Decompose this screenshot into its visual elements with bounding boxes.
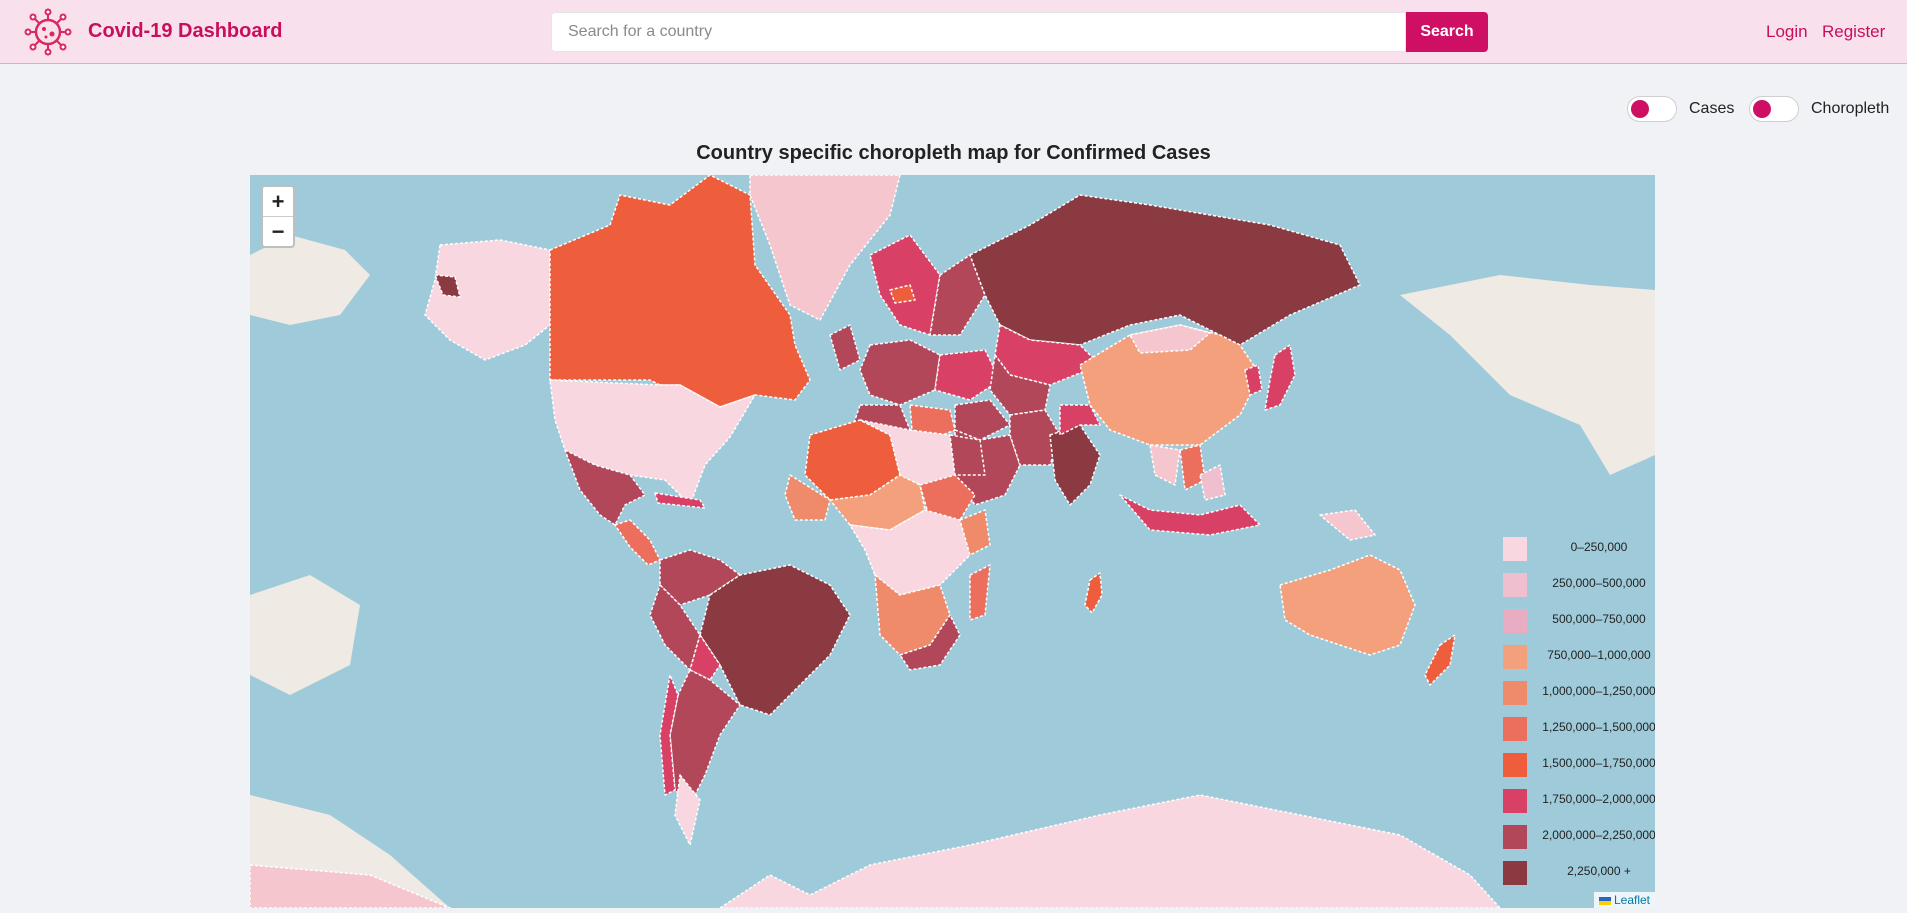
legend-swatch (1503, 753, 1527, 777)
legend-label: 500,000–750,000 (1552, 612, 1646, 626)
brand-title[interactable]: Covid-19 Dashboard (88, 20, 283, 42)
legend-row: 1,250,000–1,500,000 (1501, 709, 1655, 745)
legend-row: 1,750,000–2,000,000 (1501, 781, 1655, 817)
legend-swatch (1503, 825, 1527, 849)
cases-toggle-label: Cases (1689, 100, 1735, 117)
search-button[interactable]: Search (1406, 12, 1488, 52)
map-legend: 0–250,000 250,000–500,000 500,000–750,000 7… (1501, 529, 1655, 889)
toggle-knob (1753, 100, 1771, 118)
legend-swatch (1503, 717, 1527, 741)
map-canvas[interactable] (250, 175, 1655, 908)
navbar: Covid-19 Dashboard Search Login Register (0, 0, 1907, 64)
legend-label: 2,250,000 + (1567, 864, 1631, 878)
legend-swatch (1503, 537, 1527, 561)
attribution-link[interactable]: Leaflet (1613, 893, 1650, 907)
choropleth-map[interactable]: + − 0–250,000 250,000–500,000 500,000–750,… (250, 175, 1655, 908)
zoom-out-button[interactable]: − (271, 219, 285, 244)
toggle-knob (1631, 100, 1649, 118)
map-attribution[interactable]: Leaflet (1593, 892, 1655, 908)
login-link[interactable]: Login (1766, 22, 1808, 41)
search-bar: Search (551, 12, 1488, 52)
legend-label: 2,000,000–2,250,000 (1542, 828, 1655, 842)
legend-label: 1,500,000–1,750,000 (1542, 756, 1655, 770)
legend-swatch (1503, 573, 1527, 597)
zoom-control: + − (261, 185, 295, 248)
legend-swatch (1503, 681, 1527, 705)
zoom-in-button[interactable]: + (263, 187, 293, 217)
legend-label: 1,750,000–2,000,000 (1542, 792, 1655, 806)
legend-swatch (1503, 789, 1527, 813)
legend-row: 1,000,000–1,250,000 (1501, 673, 1655, 709)
virus-icon[interactable] (24, 8, 72, 56)
legend-row: 250,000–500,000 (1501, 565, 1655, 601)
legend-row: 500,000–750,000 (1501, 601, 1655, 637)
legend-swatch (1503, 645, 1527, 669)
search-input[interactable] (551, 12, 1406, 52)
map-title: Country specific choropleth map for Conf… (696, 142, 1211, 164)
register-link[interactable]: Register (1822, 22, 1886, 41)
legend-row: 2,000,000–2,250,000 (1501, 817, 1655, 853)
flag-icon (1598, 896, 1611, 905)
legend-label: 0–250,000 (1570, 540, 1628, 554)
legend-row: 1,500,000–1,750,000 (1501, 745, 1655, 781)
choropleth-toggle-label: Choropleth (1811, 100, 1890, 117)
legend-swatch (1503, 861, 1527, 885)
legend-label: 1,000,000–1,250,000 (1542, 684, 1655, 698)
legend-label: 250,000–500,000 (1552, 576, 1646, 590)
cases-toggle[interactable] (1627, 96, 1677, 122)
legend-label: 750,000–1,000,000 (1547, 648, 1651, 662)
choropleth-toggle[interactable] (1749, 96, 1799, 122)
legend-label: 1,250,000–1,500,000 (1542, 720, 1655, 734)
legend-row: 0–250,000 (1501, 529, 1655, 565)
legend-row: 2,250,000 + (1501, 853, 1655, 889)
legend-swatch (1503, 609, 1527, 633)
legend-row: 750,000–1,000,000 (1501, 637, 1655, 673)
